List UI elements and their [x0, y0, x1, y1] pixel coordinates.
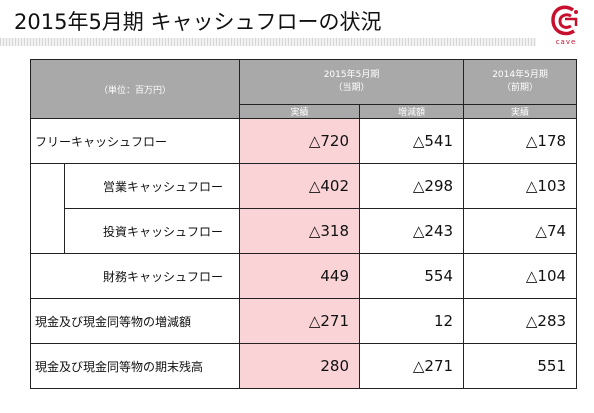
row-label: フリーキャッシュフロー: [29, 118, 241, 164]
cell-prev: △103: [463, 163, 578, 209]
page-title: 2015年5月期 キャッシュフローの状況: [14, 10, 382, 34]
cell-prev: △283: [463, 298, 578, 344]
table-row: フリーキャッシュフロー △720 △541 △178: [29, 118, 578, 164]
header-2015-title: 2015年5月期: [323, 70, 380, 80]
table-row: 現金及び現金同等物の期末残高 280 △271 551: [29, 343, 578, 389]
cell-current: 449: [239, 253, 361, 299]
indent-cell: [30, 163, 65, 209]
cave-logo: cave: [549, 4, 583, 48]
cell-change: △243: [359, 208, 465, 254]
cell-current: △720: [239, 118, 361, 164]
row-label: 現金及び現金同等物の期末残高: [29, 343, 241, 389]
row-label: 財務キャッシュフロー: [29, 253, 241, 299]
cell-change: 554: [359, 253, 465, 299]
header-2014: 2014年5月期 （前期）: [463, 59, 578, 105]
unit-label: （単位：百万円）: [99, 85, 172, 96]
subheader-actual: 実績: [239, 104, 361, 119]
cell-change: △271: [359, 343, 465, 389]
cell-change: △298: [359, 163, 465, 209]
header-2015: 2015年5月期 （当期）: [239, 59, 465, 105]
indent-cell: [30, 208, 65, 254]
cashflow-table: （単位：百万円） 2015年5月期 （当期） 2014年5月期 （前期） 実績 …: [29, 59, 578, 389]
header-2014-sub: （前期）: [502, 83, 539, 93]
row-label: 現金及び現金同等物の増減額: [29, 298, 241, 344]
cave-logo-icon: [551, 5, 578, 36]
cell-current: 280: [239, 343, 361, 389]
table-row: 営業キャッシュフロー △402 △298 △103: [30, 163, 578, 209]
subheader-change: 増減額: [359, 104, 465, 119]
table-row: 投資キャッシュフロー △318 △243 △74: [30, 208, 578, 254]
row-label: 営業キャッシュフロー: [63, 163, 241, 209]
cell-prev: △178: [463, 118, 578, 164]
cell-current: △271: [239, 298, 361, 344]
table-row: 現金及び現金同等物の増減額 △271 12 △283: [29, 298, 578, 344]
cell-current: △402: [239, 163, 361, 209]
cell-change: △541: [359, 118, 465, 164]
cell-prev: 551: [463, 343, 578, 389]
table-header-row: （単位：百万円） 2015年5月期 （当期） 2014年5月期 （前期）: [29, 59, 578, 119]
header-2014-title: 2014年5月期: [492, 70, 548, 80]
table-row: 財務キャッシュフロー 449 554 △104: [29, 253, 578, 299]
cell-change: 12: [359, 298, 465, 344]
logo-wordmark: cave: [555, 38, 577, 46]
row-label: 投資キャッシュフロー: [63, 208, 241, 254]
cell-current: △318: [239, 208, 361, 254]
title-underline: [0, 38, 536, 46]
header-2015-sub: （当期）: [333, 83, 370, 93]
subheader-actual-prev: 実績: [463, 104, 578, 119]
cell-prev: △74: [463, 208, 578, 254]
unit-label-cell: （単位：百万円）: [29, 59, 241, 119]
cell-prev: △104: [463, 253, 578, 299]
